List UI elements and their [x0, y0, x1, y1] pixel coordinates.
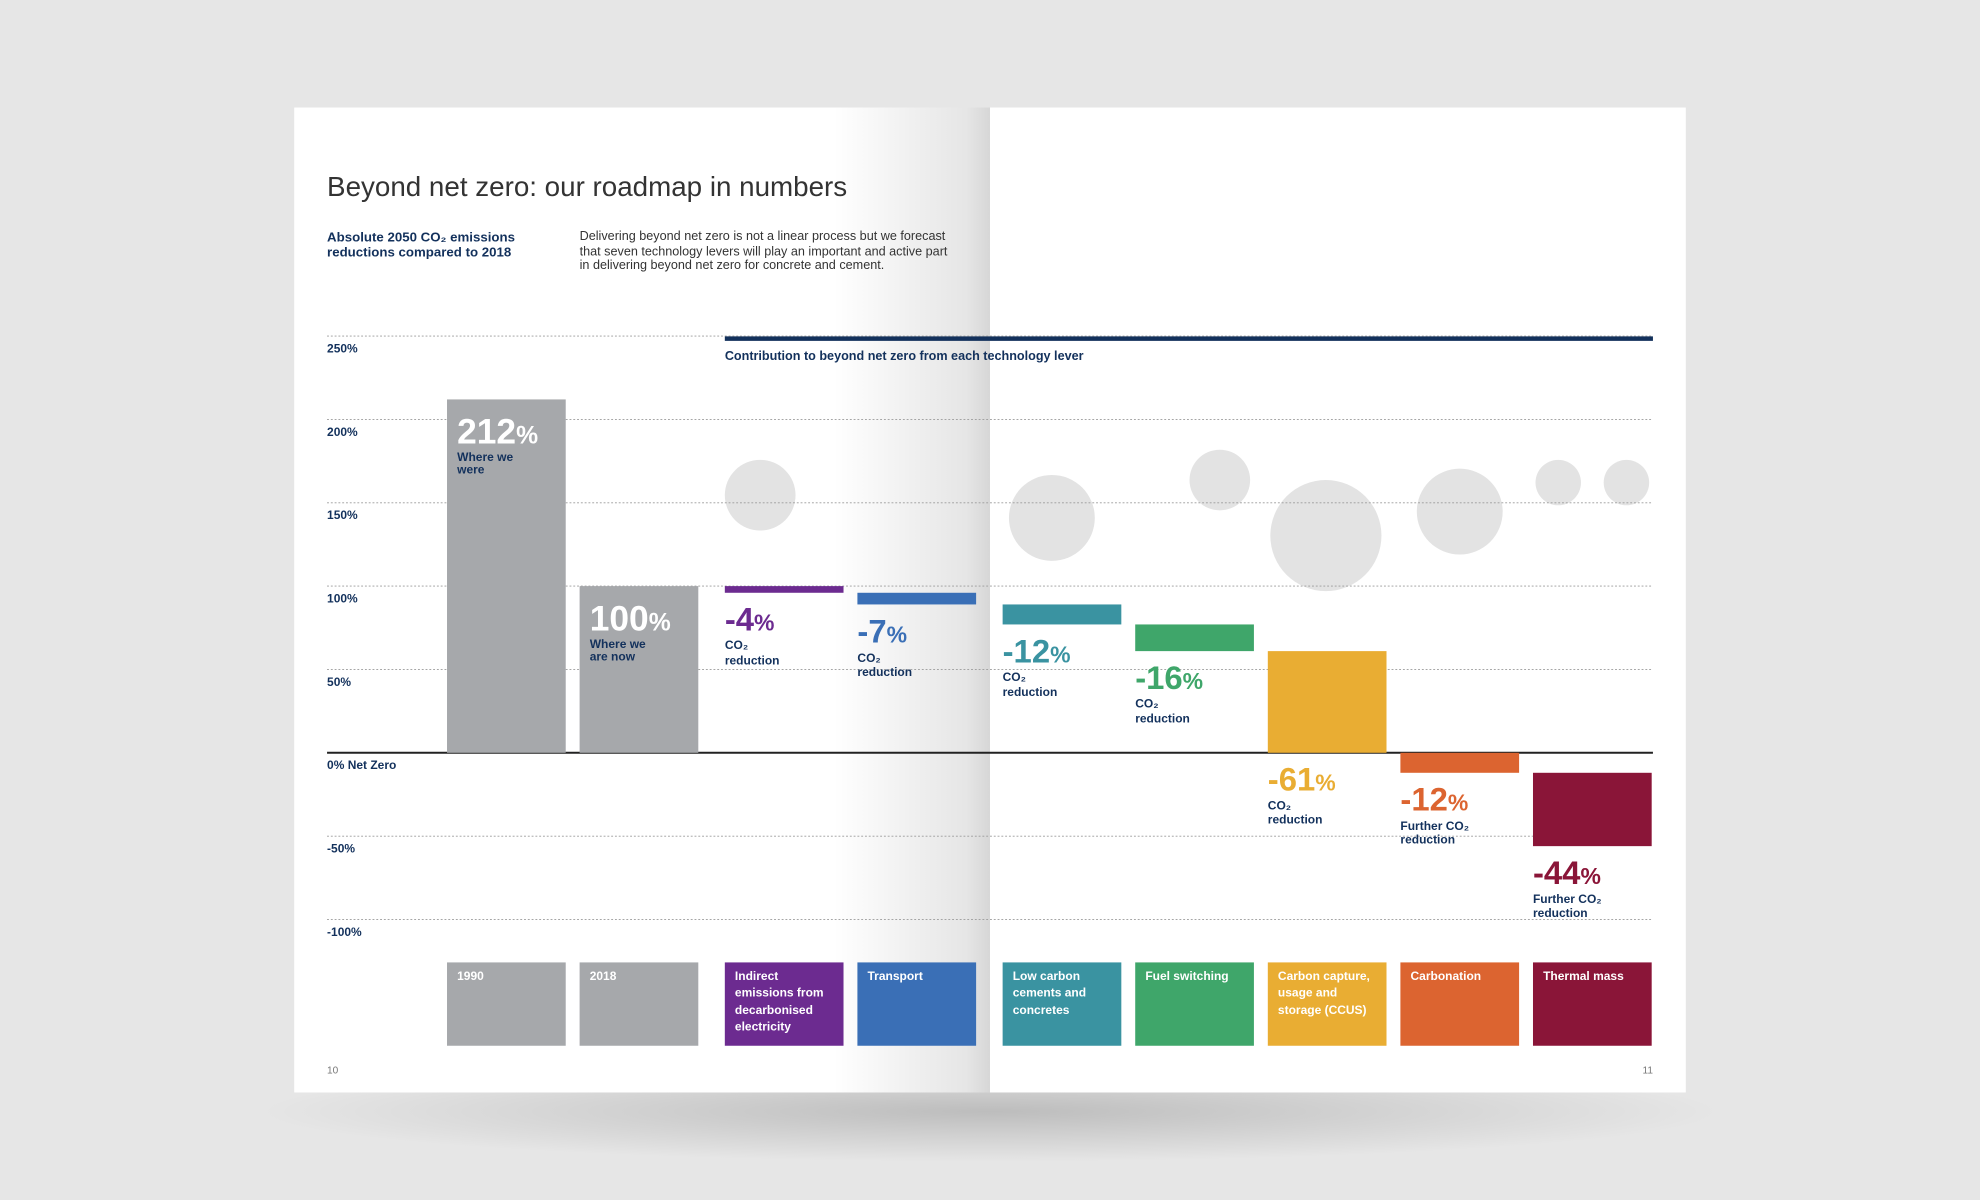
value-label: -61% — [1268, 761, 1336, 798]
y-tick-label: 200% — [327, 425, 358, 439]
category-box — [447, 962, 566, 1046]
category-label: Fuel switching — [1145, 969, 1229, 984]
sublabel: Further CO₂ reduction — [1400, 819, 1470, 848]
y-tick-label: 0% Net Zero — [327, 758, 396, 772]
sublabel-box: CO₂ reduction — [857, 651, 913, 680]
category-box — [1267, 962, 1387, 1046]
bar — [447, 399, 566, 753]
page-number: 11 — [1642, 1066, 1653, 1077]
bar — [579, 586, 699, 753]
sublabel-box: Further CO₂ reduction — [1532, 892, 1602, 922]
y-tick-label: 50% — [327, 675, 351, 689]
sublabel-box: CO₂ reduction — [724, 639, 780, 668]
category-label: 1990 — [457, 969, 484, 984]
category-box — [579, 962, 699, 1046]
category-label-box: Thermal mass — [1543, 969, 1624, 984]
sublabel-box: Further CO₂ reduction — [1400, 819, 1470, 848]
category-label-box: Fuel switching — [1145, 969, 1229, 984]
bar — [1532, 772, 1652, 847]
category-label: Low carbon cements and concretes — [1012, 969, 1087, 1018]
chart-title: Beyond net zero: our roadmap in numbers — [327, 171, 847, 202]
bar — [1400, 752, 1520, 773]
value-label: 100% — [590, 599, 671, 638]
category-label: Carbon capture, usage and storage (CCUS) — [1277, 969, 1370, 1018]
value-label: -7% — [857, 612, 907, 649]
category-box — [1532, 962, 1652, 1046]
category-label-box: Low carbon cements and concretes — [1012, 969, 1087, 1018]
sublabel: CO₂ reduction — [724, 639, 780, 668]
page-number: 10 — [327, 1066, 339, 1077]
bar — [1002, 604, 1122, 625]
y-tick-label: -100% — [327, 925, 362, 939]
bar — [724, 586, 844, 593]
category-label-box: Transport — [867, 969, 923, 984]
y-tick-label: 150% — [327, 508, 358, 522]
sublabel: Further CO₂ reduction — [1532, 892, 1602, 922]
y-tick-label: 100% — [327, 592, 358, 606]
value-label: -44% — [1533, 854, 1601, 891]
category-label-box: Indirect emissions from decarbonised ele… — [734, 969, 824, 1035]
category-box — [857, 962, 977, 1046]
bar — [1135, 624, 1254, 652]
sublabel: Where we were — [457, 452, 514, 478]
value-label: -12% — [1003, 632, 1071, 669]
category-label: Indirect emissions from decarbonised ele… — [734, 969, 824, 1035]
sublabel: CO₂ reduction — [857, 651, 913, 680]
category-label-box: Carbonation — [1410, 969, 1482, 984]
value-label: 212% — [457, 413, 538, 452]
category-label: Transport — [867, 969, 923, 984]
category-box — [1135, 962, 1254, 1046]
sublabel-box: CO₂ reduction — [1135, 697, 1190, 727]
category-box — [1002, 962, 1122, 1046]
sublabel-box: Where we are now — [589, 639, 646, 664]
category-label: Carbonation — [1410, 969, 1482, 984]
category-label-box: 1990 — [457, 969, 484, 984]
value-label: -4% — [725, 601, 775, 638]
y-tick-label: 250% — [327, 342, 358, 356]
category-label-box: Carbon capture, usage and storage (CCUS) — [1277, 969, 1370, 1018]
sublabel: Where we are now — [589, 639, 646, 664]
sublabel-box: CO₂ reduction — [1267, 799, 1323, 828]
category-box — [724, 962, 844, 1046]
category-label: Thermal mass — [1543, 969, 1624, 984]
description: Delivering beyond net zero is not a line… — [579, 230, 948, 273]
category-label-box: 2018 — [589, 969, 617, 984]
description-box: Delivering beyond net zero is not a line… — [579, 230, 948, 273]
subtitle: Absolute 2050 CO₂ emissions reductions c… — [327, 230, 515, 261]
subtitle-box: Absolute 2050 CO₂ emissions reductions c… — [327, 230, 515, 261]
sublabel: CO₂ reduction — [1002, 671, 1058, 700]
y-tick-label: -50% — [327, 842, 355, 856]
value-label: -16% — [1135, 659, 1203, 696]
category-label: 2018 — [589, 969, 617, 984]
sublabel: CO₂ reduction — [1135, 697, 1190, 727]
sublabel-box: Where we were — [457, 452, 514, 478]
value-label: -12% — [1400, 781, 1468, 818]
sublabel: CO₂ reduction — [1267, 799, 1323, 828]
section-title: Contribution to beyond net zero from eac… — [725, 349, 1084, 363]
illustrations — [724, 449, 1650, 592]
category-box — [1400, 962, 1520, 1046]
sublabel-box: CO₂ reduction — [1002, 671, 1058, 700]
bar — [857, 592, 977, 605]
bar — [1267, 651, 1387, 753]
